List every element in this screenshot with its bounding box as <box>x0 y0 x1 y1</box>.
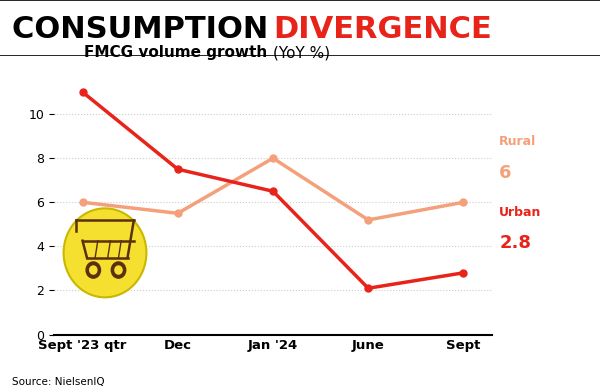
Text: DIVERGENCE: DIVERGENCE <box>273 15 492 44</box>
Text: CONSUMPTION: CONSUMPTION <box>12 15 279 44</box>
Circle shape <box>90 266 97 274</box>
Text: (YoY %): (YoY %) <box>273 45 330 60</box>
Text: Source: NielsenIQ: Source: NielsenIQ <box>12 377 104 387</box>
Text: FMCG volume growth: FMCG volume growth <box>85 45 273 60</box>
Text: Urban: Urban <box>499 205 542 219</box>
Ellipse shape <box>64 209 146 297</box>
Text: Rural: Rural <box>499 135 536 149</box>
Text: 2.8: 2.8 <box>499 234 531 252</box>
Circle shape <box>112 262 126 278</box>
Circle shape <box>115 266 122 274</box>
Circle shape <box>86 262 101 278</box>
Text: 6: 6 <box>499 164 512 182</box>
